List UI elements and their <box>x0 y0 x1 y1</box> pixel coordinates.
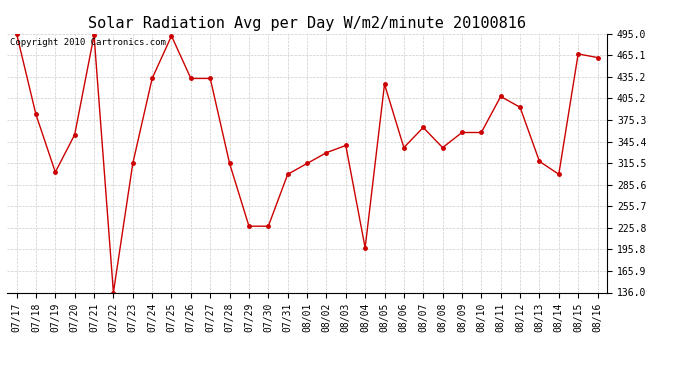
Text: Copyright 2010 Cartronics.com: Copyright 2010 Cartronics.com <box>10 38 166 46</box>
Title: Solar Radiation Avg per Day W/m2/minute 20100816: Solar Radiation Avg per Day W/m2/minute … <box>88 16 526 31</box>
